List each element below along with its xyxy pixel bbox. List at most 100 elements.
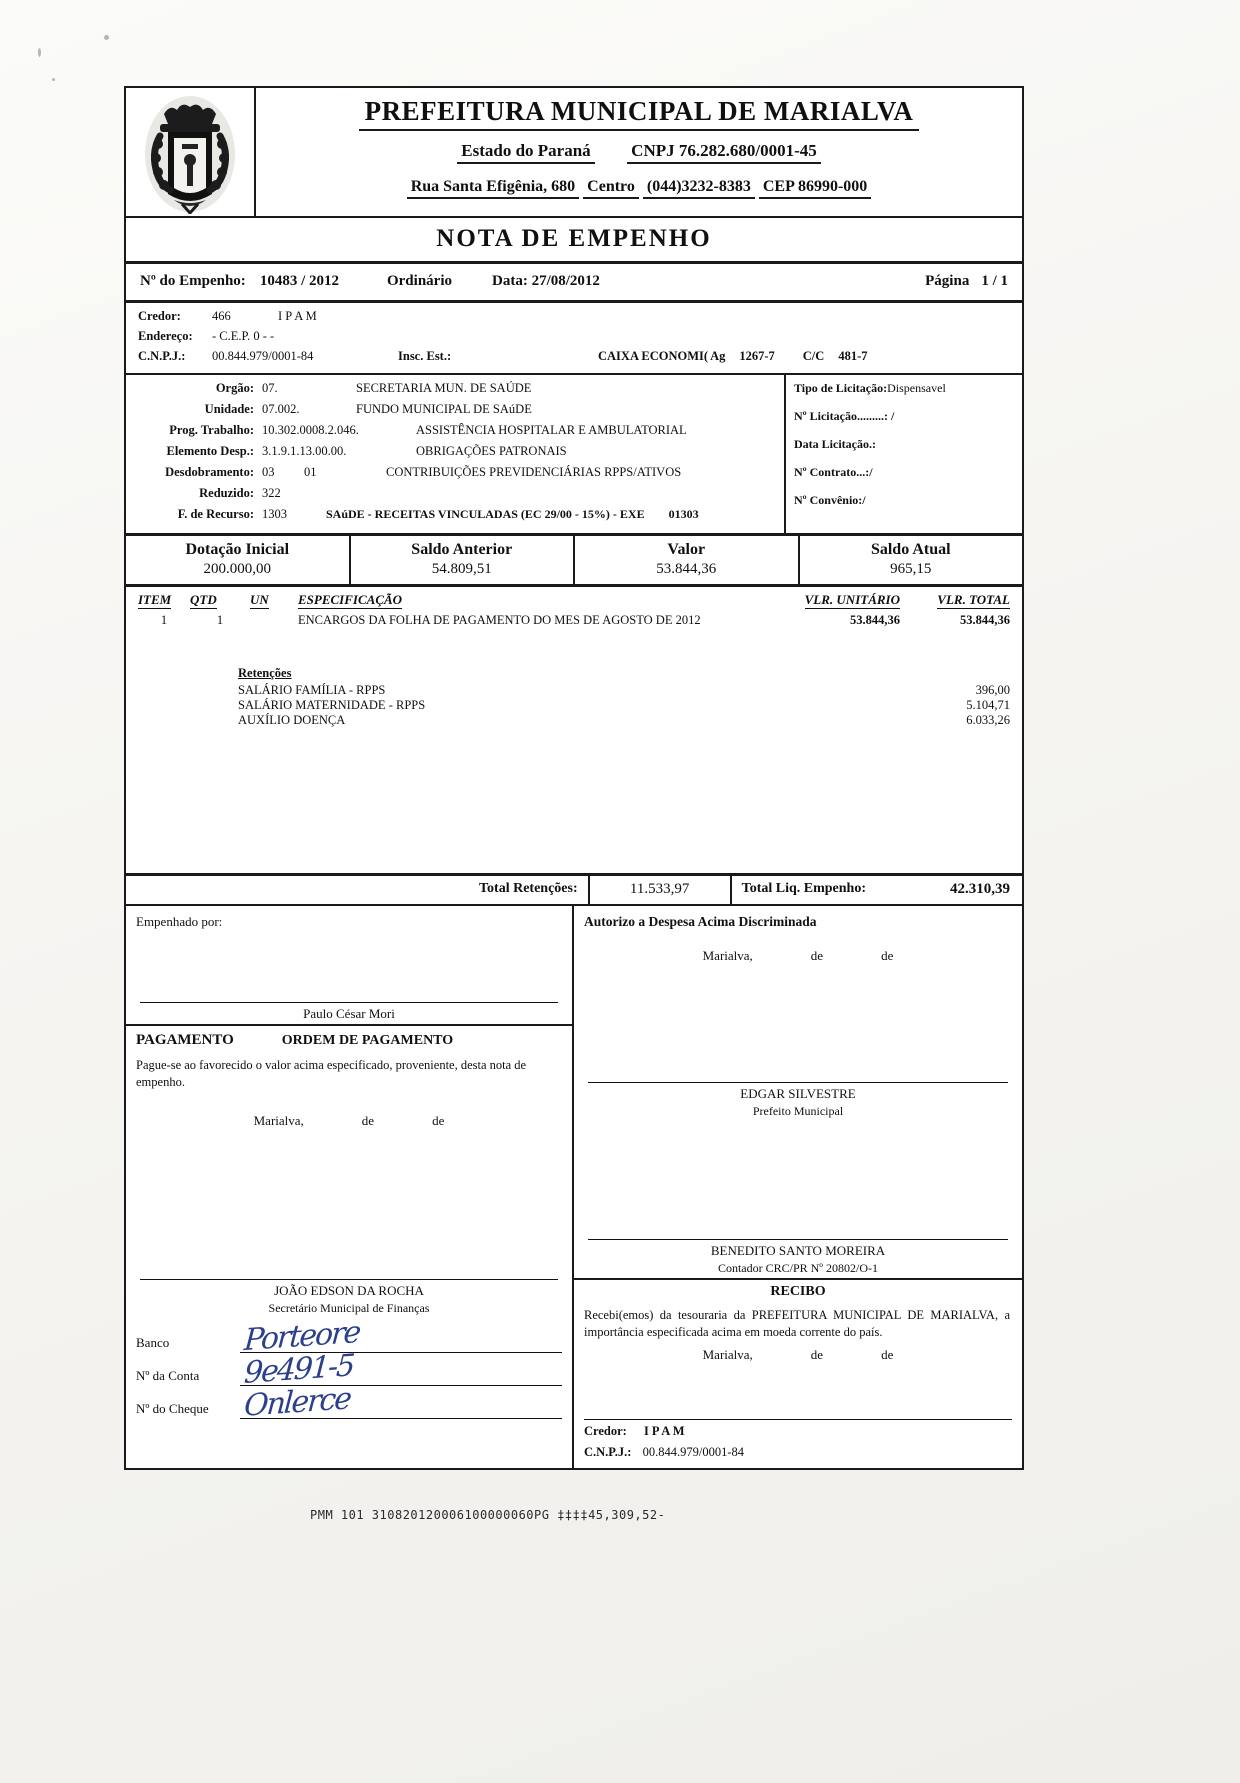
saldo-anterior-cell: Saldo Anterior 54.809,51 [351,536,575,584]
mayor-role: Prefeito Municipal [752,1104,844,1118]
conta-input-line[interactable]: 9e491-5 [240,1348,562,1391]
payment-de-1: de [361,1112,375,1128]
scan-speck [38,48,41,57]
row-quantity: 1 [216,613,224,627]
footer-cnpj-row: C.N.P.J.: 00.844.979/0001-84 [574,1441,1022,1468]
reduzido-value: 322 [262,486,281,500]
payment-de-2: de [432,1112,445,1128]
recibo-de-1: de [810,1346,824,1362]
tipo-licitacao-value: Dispensavel [887,381,946,395]
desdobramento-row: Desdobramento: 03 01 CONTRIBUIÇÕES PREVI… [136,465,776,480]
creditor-cnpj-label: C.N.P.J.: [138,349,186,363]
fonte-recurso-row: F. de Recurso: 1303 SAúDE - RECEITAS VIN… [136,507,776,522]
cheque-input-line[interactable]: Onlerce [240,1381,562,1424]
creditor-name: I P A M [278,309,317,323]
dotacao-inicial-header: Dotação Inicial [185,541,290,558]
elemento-desp-row: Elemento Desp.: 3.1.9.1.13.00.00. OBRIGA… [136,444,776,459]
bank-name: CAIXA ECONOMI( [598,349,709,363]
mayor-signature-space [574,964,1022,1082]
reduzido-label: Reduzido: [199,486,254,500]
total-retencoes-label: Total Retenções: [479,881,578,896]
numero-convenio-row: Nº Convênio:/ [794,493,866,507]
budget-classification-rows: Orgão: 07. SECRETARIA MUN. DE SAÚDE Unid… [126,375,784,533]
retencao-name: SALÁRIO MATERNIDADE - RPPS [238,698,426,712]
unidade-desc: FUNDO MUNICIPAL DE SAúDE [356,402,532,416]
retencao-amount: 396,00 [975,683,1010,697]
signature-line [584,1418,1012,1420]
street-address: Rua Santa Efigênia, 680 [406,178,580,199]
footer-cnpj-label: C.N.P.J.: [584,1444,632,1459]
list-item: SALÁRIO MATERNIDADE - RPPS 5.104,71 [238,698,1010,713]
empenho-number-value: 10483 / 2012 [259,273,339,289]
empenho-summary-row: Nº do Empenho: 10483 / 2012 Ordinário Da… [126,264,1022,303]
saldo-anterior-header: Saldo Anterior [411,541,513,558]
header-text-block: PREFEITURA MUNICIPAL DE MARIALVA Estado … [256,88,1022,216]
auth-de-1: de [810,948,824,963]
finance-secretary-role: Secretário Municipal de Finanças [268,1300,430,1315]
header-line-address: Rua Santa Efigênia, 680 Centro (044)3232… [266,178,1012,199]
footer-cnpj-value: 00.844.979/0001-84 [642,1444,744,1459]
signatures-section: Empenhado por: Paulo César Mori PAGAMENT… [126,906,1022,1468]
items-table-header: ITEM QTD UN ESPECIFICAÇÃO VLR. UNITÁRIO … [126,587,1022,611]
saldo-anterior-value: 54.809,51 [431,561,492,577]
signature-line [588,1082,1008,1083]
coat-of-arms-icon [145,96,235,214]
list-item: AUXÍLIO DOENÇA 6.033,26 [238,713,1010,728]
signature-line [588,1239,1008,1240]
banco-input-line[interactable]: Porteore [240,1315,562,1358]
creditor-cnpj-row: C.N.P.J.: 00.844.979/0001-84 Insc. Est.:… [138,349,1010,364]
left-signature-column: Empenhado por: Paulo César Mori PAGAMENT… [126,906,574,1468]
mayor-name: EDGAR SILVESTRE [740,1086,856,1101]
retencao-name: SALÁRIO FAMÍLIA - RPPS [238,683,386,697]
fonte-recurso-code: 1303 [262,507,287,521]
retencao-amount: 5.104,71 [966,698,1010,712]
total-retencoes-value: 11.533,97 [587,876,730,904]
date-line-authorization: Marialva, de de [574,930,1022,964]
creditor-cnpj-value: 00.844.979/0001-84 [212,349,314,363]
col-especificacao: ESPECIFICAÇÃO [298,592,403,609]
retencoes-block: Retenções SALÁRIO FAMÍLIA - RPPS 396,00 … [138,666,1010,728]
signature-line [140,1002,558,1003]
dotacao-inicial-value: 200.000,00 [203,561,272,577]
cheque-handwritten-value: Onlerce [242,1380,352,1424]
account-label: C/C [802,349,825,363]
recibo-text: Recebi(emos) da tesouraria da PREFEITURA… [584,1308,1010,1339]
pagamento-label: PAGAMENTO [136,1032,234,1048]
scan-speck [104,35,109,40]
scan-speck [52,78,55,81]
cheque-row[interactable]: Nº do Cheque Onlerce [126,1381,572,1429]
total-liquido-label: Total Liq. Empenho: [729,876,876,904]
col-item: ITEM [138,592,172,609]
elemento-desp-code: 3.1.9.1.13.00.00. [262,444,347,458]
dotacao-summary-table: Dotação Inicial 200.000,00 Saldo Anterio… [126,536,1022,587]
phone-number: (044)3232-8383 [642,178,755,199]
conta-row[interactable]: Nº da Conta 9e491-5 [126,1348,572,1391]
unidade-label: Unidade: [204,402,254,416]
signature-line [140,1278,558,1280]
elemento-desp-desc: OBRIGAÇÕES PATRONAIS [416,444,567,458]
fonte-recurso-value: 01303 [668,507,699,521]
date-line-recibo: Marialva, de de [574,1341,1022,1363]
col-valor-unitario: VLR. UNITÁRIO [804,592,900,609]
creditor-label: Credor: [138,309,181,323]
col-valor-total: VLR. TOTAL [937,592,1010,609]
numero-licitacao-row: Nº Licitação.........: / [794,409,895,423]
recibo-title: RECIBO [574,1278,1022,1303]
recibo-city: Marialva, [702,1346,753,1362]
accountant-signature-space [574,1121,1022,1239]
orgao-label: Orgão: [215,381,254,395]
banco-row[interactable]: Banco Porteore [126,1315,572,1358]
auth-de-2: de [881,948,894,963]
creditor-block: Credor: 466 I P A M Endereço: - C.E.P. 0… [126,303,1022,375]
page-indicator-value: 1 / 1 [981,273,1008,289]
fonte-recurso-label: F. de Recurso: [177,507,254,521]
desdobramento-desc: CONTRIBUIÇÕES PREVIDENCIÁRIAS RPPS/ATIVO… [386,465,682,479]
recibo-de-2: de [881,1346,894,1362]
signature-space [126,1129,572,1279]
tipo-licitacao-label: Tipo de Licitação: [794,381,888,395]
orgao-desc: SECRETARIA MUN. DE SAÚDE [356,381,532,395]
totals-row: Total Retenções: 11.533,97 Total Liq. Em… [126,873,1022,906]
unidade-row: Unidade: 07.002. FUNDO MUNICIPAL DE SAúD… [136,402,776,417]
row-total-value: 53.844,36 [960,613,1010,627]
orgao-row: Orgão: 07. SECRETARIA MUN. DE SAÚDE [136,381,776,396]
